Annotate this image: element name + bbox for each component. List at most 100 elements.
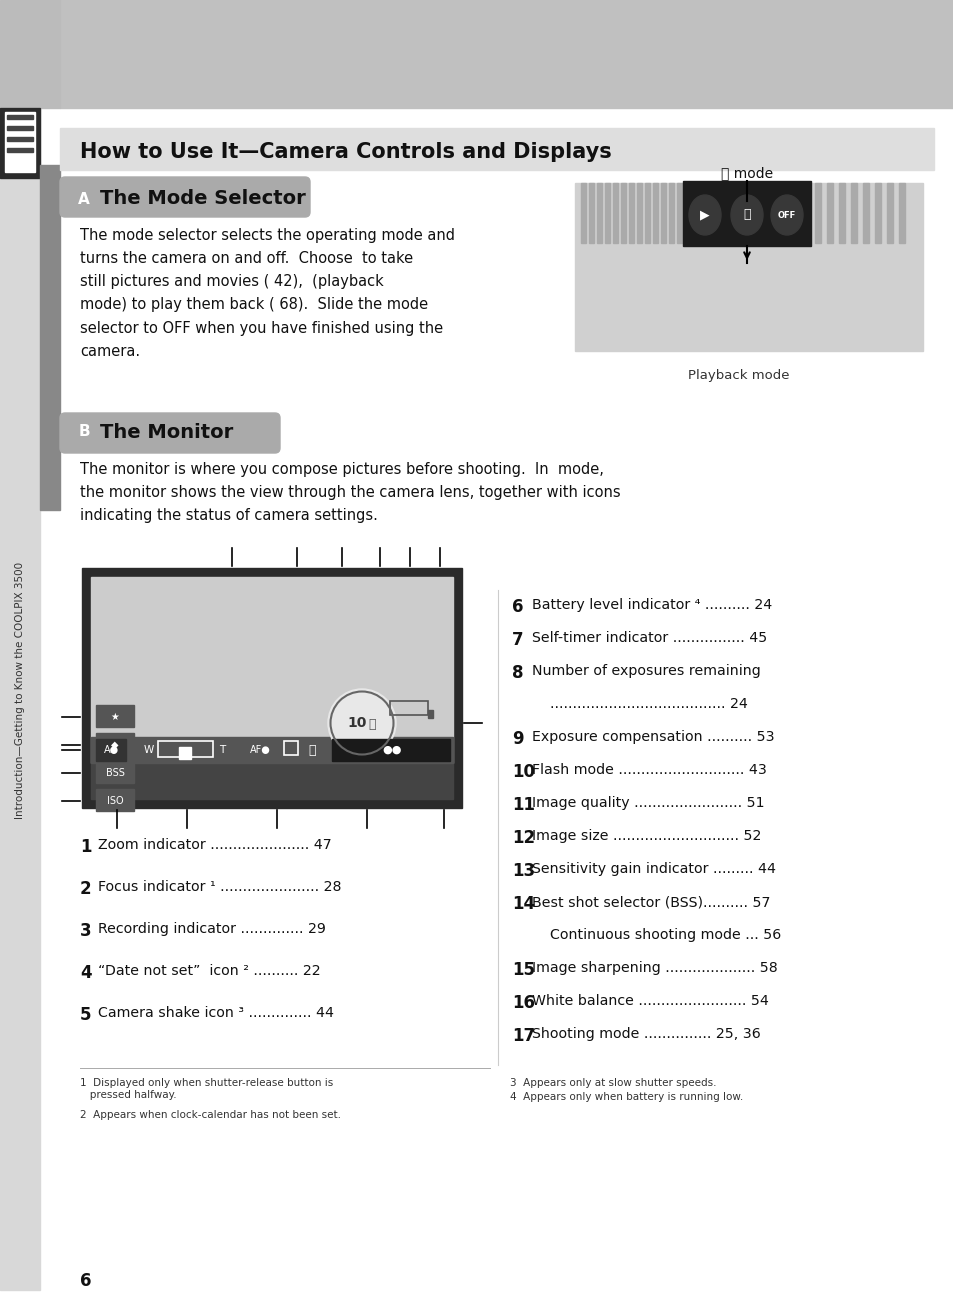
Bar <box>7 137 33 141</box>
Bar <box>40 166 60 510</box>
Bar <box>644 183 649 243</box>
Bar <box>0 108 40 1290</box>
Bar <box>874 183 880 243</box>
Text: Number of exposures remaining: Number of exposures remaining <box>532 664 760 678</box>
Text: ....................................... 24: ....................................... … <box>550 696 747 711</box>
Text: “Date not set”  icon ² .......... 22: “Date not set” icon ² .......... 22 <box>98 964 320 978</box>
Bar <box>668 183 673 243</box>
Bar <box>60 0 953 108</box>
Text: Image sharpening .................... 58: Image sharpening .................... 58 <box>532 961 777 975</box>
Text: Exposure compensation .......... 53: Exposure compensation .......... 53 <box>532 731 774 744</box>
Text: ⌛: ⌛ <box>368 719 375 732</box>
Bar <box>620 183 625 243</box>
Text: ISO: ISO <box>107 796 123 805</box>
Text: Playback mode: Playback mode <box>687 369 789 382</box>
Bar <box>332 738 450 761</box>
Ellipse shape <box>770 194 802 235</box>
Bar <box>91 737 453 763</box>
Bar <box>96 733 133 756</box>
Bar <box>7 116 33 120</box>
Bar <box>580 183 585 243</box>
Text: The mode selector selects the operating mode and
turns the camera on and off.  C: The mode selector selects the operating … <box>80 229 455 359</box>
Bar <box>96 706 133 727</box>
Bar <box>677 183 681 243</box>
Text: 8: 8 <box>512 664 523 682</box>
Text: Ⓜ: Ⓜ <box>742 209 750 222</box>
Text: Introduction—Getting to Know the COOLPIX 3500: Introduction—Getting to Know the COOLPIX… <box>15 561 25 819</box>
Text: 2: 2 <box>80 880 91 897</box>
Text: Sensitivity gain indicator ......... 44: Sensitivity gain indicator ......... 44 <box>532 862 775 876</box>
Text: 3: 3 <box>80 922 91 940</box>
Text: 7: 7 <box>512 631 523 649</box>
Text: 5: 5 <box>80 1007 91 1024</box>
Text: 11: 11 <box>512 796 535 813</box>
Text: The Mode Selector: The Mode Selector <box>100 189 305 209</box>
Text: 1  Displayed only when shutter-release button is
   pressed halfway.: 1 Displayed only when shutter-release bu… <box>80 1077 333 1100</box>
Text: 3  Appears only at slow shutter speeds.: 3 Appears only at slow shutter speeds. <box>510 1077 716 1088</box>
Text: White balance ........................ 54: White balance ........................ 5… <box>532 993 768 1008</box>
Text: 📷 mode: 📷 mode <box>720 166 772 180</box>
Text: B: B <box>78 424 90 439</box>
Text: T: T <box>218 745 225 756</box>
Text: 14: 14 <box>512 895 535 913</box>
Text: 10: 10 <box>512 763 535 781</box>
Bar <box>628 183 634 243</box>
Bar <box>850 183 856 243</box>
Text: A: A <box>78 192 90 206</box>
Bar <box>179 746 191 759</box>
Text: Recording indicator .............. 29: Recording indicator .............. 29 <box>98 922 326 936</box>
Bar <box>862 183 868 243</box>
Text: ▶: ▶ <box>700 209 709 222</box>
Text: A●: A● <box>103 745 118 756</box>
Bar <box>91 577 453 763</box>
Text: ●●: ●● <box>382 745 401 756</box>
Text: Focus indicator ¹ ...................... 28: Focus indicator ¹ ......................… <box>98 880 341 894</box>
Bar <box>652 183 658 243</box>
Ellipse shape <box>730 194 762 235</box>
Bar <box>604 183 609 243</box>
Text: How to Use It—Camera Controls and Displays: How to Use It—Camera Controls and Displa… <box>80 142 611 162</box>
Text: The Monitor: The Monitor <box>100 423 233 442</box>
Bar <box>5 112 35 172</box>
Bar <box>826 183 832 243</box>
Text: Camera shake icon ³ .............. 44: Camera shake icon ³ .............. 44 <box>98 1007 334 1020</box>
Bar <box>82 568 461 808</box>
Text: 6: 6 <box>80 1272 91 1290</box>
Text: Self-timer indicator ................ 45: Self-timer indicator ................ 45 <box>532 631 766 645</box>
Bar <box>637 183 641 243</box>
Bar <box>158 741 213 757</box>
Bar <box>0 0 60 108</box>
Text: ⚡AUTO  ±1,0  [             ]: ⚡AUTO ±1,0 [ ] <box>190 812 354 823</box>
Text: 4: 4 <box>80 964 91 982</box>
Bar <box>898 183 904 243</box>
Text: 15: 15 <box>512 961 535 979</box>
Text: Image size ............................ 52: Image size ............................ … <box>532 829 760 844</box>
Bar <box>96 761 133 783</box>
Text: 10: 10 <box>347 716 366 731</box>
FancyBboxPatch shape <box>60 413 280 453</box>
Bar <box>588 183 594 243</box>
Bar <box>597 183 601 243</box>
Text: 1: 1 <box>80 838 91 855</box>
Text: 2  Appears when clock-calendar has not been set.: 2 Appears when clock-calendar has not be… <box>80 1110 340 1120</box>
Text: AF●: AF● <box>250 745 270 756</box>
Text: 6: 6 <box>512 598 523 616</box>
Text: ★: ★ <box>111 712 119 721</box>
Ellipse shape <box>688 194 720 235</box>
Text: ⏱: ⏱ <box>308 744 315 757</box>
Bar <box>7 148 33 152</box>
Bar <box>682 181 810 246</box>
Bar <box>428 710 433 717</box>
Bar <box>390 700 428 715</box>
FancyBboxPatch shape <box>60 177 310 217</box>
Bar <box>284 741 297 756</box>
Bar <box>814 183 821 243</box>
Bar <box>60 127 933 170</box>
Bar <box>96 788 133 811</box>
Bar <box>91 763 453 799</box>
Bar <box>7 126 33 130</box>
Bar <box>886 183 892 243</box>
Text: 4  Appears only when battery is running low.: 4 Appears only when battery is running l… <box>510 1092 742 1102</box>
Ellipse shape <box>328 689 395 757</box>
Text: ◆: ◆ <box>112 740 118 750</box>
